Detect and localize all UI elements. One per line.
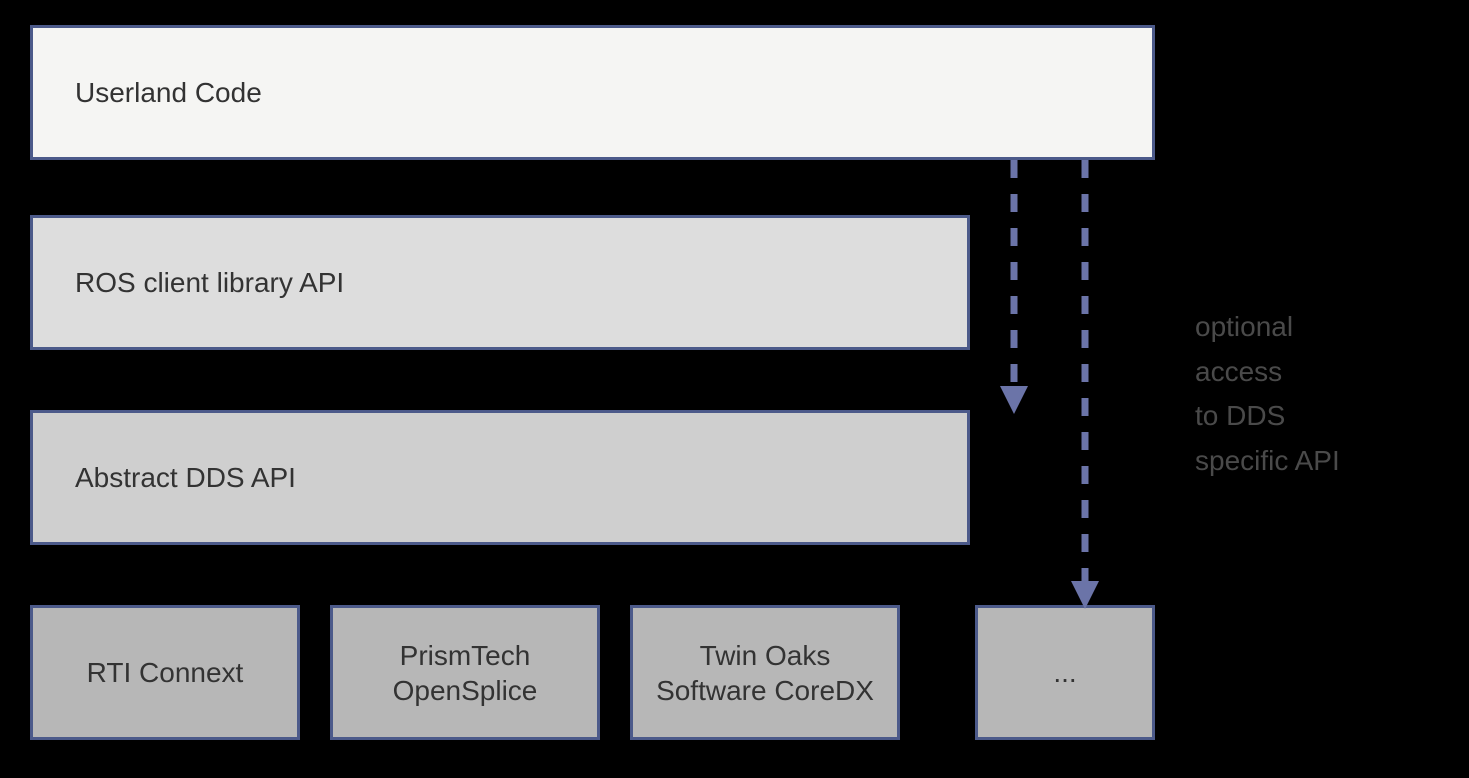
side-label-text: optional access to DDS specific API (1195, 311, 1340, 476)
layer-userland-code: Userland Code (30, 25, 1155, 160)
layer-label: ROS client library API (75, 265, 344, 300)
impl-label: Twin Oaks Software CoreDX (656, 638, 874, 708)
layer-label: Abstract DDS API (75, 460, 296, 495)
impl-label: PrismTech OpenSplice (393, 638, 538, 708)
layer-ros-client-api: ROS client library API (30, 215, 970, 350)
impl-rti-connext: RTI Connext (30, 605, 300, 740)
diagram-canvas: Userland Code ROS client library API Abs… (0, 0, 1469, 778)
layer-label: Userland Code (75, 75, 262, 110)
optional-access-label: optional access to DDS specific API (1195, 260, 1340, 484)
impl-twinoaks-coredx: Twin Oaks Software CoreDX (630, 605, 900, 740)
layer-abstract-dds-api: Abstract DDS API (30, 410, 970, 545)
impl-prismtech-opensplice: PrismTech OpenSplice (330, 605, 600, 740)
impl-label: RTI Connext (87, 655, 244, 690)
impl-label: ... (1053, 655, 1076, 690)
impl-ellipsis: ... (975, 605, 1155, 740)
